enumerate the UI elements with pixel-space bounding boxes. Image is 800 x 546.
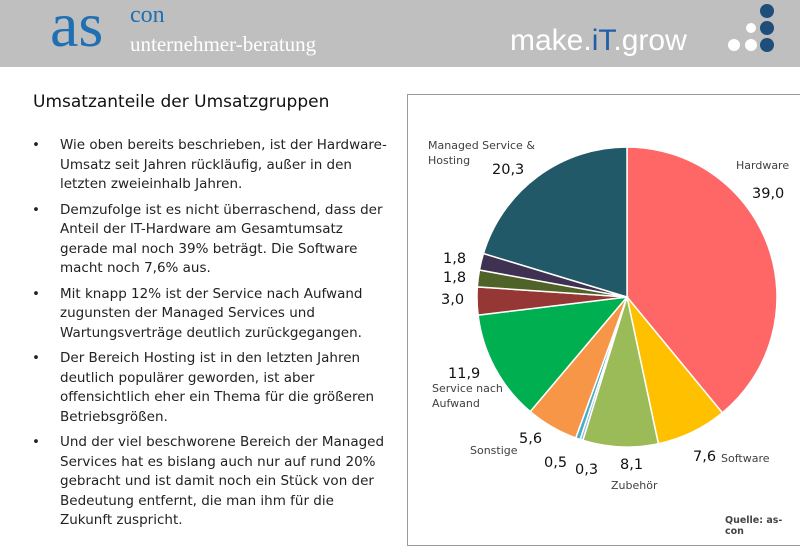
bullet: Der Bereich Hosting ist in den letzten J… (30, 349, 390, 427)
value-label: 20,3 (492, 162, 525, 178)
value-label: 5,6 (519, 431, 543, 447)
pie-chart (476, 146, 778, 448)
category-label: Service nach Aufwand (432, 382, 503, 410)
value-label: 1,8 (443, 251, 467, 267)
value-label: 3,0 (441, 292, 465, 308)
pie-slice (626, 146, 778, 414)
header: as con unternehmer-beratung make.iT.grow (0, 0, 800, 67)
logo-dots (728, 4, 774, 52)
category-label: Managed Service & Hosting (428, 139, 535, 167)
value-label: 0,3 (575, 462, 599, 478)
value-label: 11,9 (448, 366, 481, 382)
value-label: 8,1 (620, 457, 644, 473)
source: Quelle: as-con (725, 515, 783, 537)
pie-slice (477, 296, 629, 413)
slogan-part: iT (591, 24, 614, 57)
category-label: Sonstige (470, 444, 518, 457)
slide-title: Umsatzanteile der Umsatzgruppen (33, 92, 330, 112)
bullet-list: Wie oben bereits beschrieben, ist der Ha… (30, 136, 390, 537)
value-label: 0,5 (544, 455, 568, 471)
slogan: make.iT.grow (510, 24, 687, 58)
logo-sup: con (130, 2, 165, 28)
bullet: Wie oben bereits beschrieben, ist der Ha… (30, 136, 390, 195)
category-label: Hardware (736, 159, 790, 172)
value-label: 1,8 (443, 270, 467, 286)
bullet: Mit knapp 12% ist der Service nach Aufwa… (30, 285, 390, 344)
logo-main: as (50, 0, 104, 60)
bullet: Und der viel beschworene Bereich der Man… (30, 433, 390, 531)
slogan-part: make. (510, 24, 592, 57)
value-label: 7,6 (693, 449, 717, 465)
bullet: Demzufolge ist es nicht überraschend, da… (30, 201, 390, 279)
category-label: Zubehör (611, 479, 658, 492)
slogan-part: .grow (613, 24, 687, 57)
slide: as con unternehmer-beratung make.iT.grow… (0, 0, 800, 533)
category-label: Software (721, 452, 770, 465)
value-label: 39,0 (752, 186, 785, 202)
pie-slice (482, 146, 628, 299)
logo-sub: unternehmer-beratung (130, 32, 317, 56)
